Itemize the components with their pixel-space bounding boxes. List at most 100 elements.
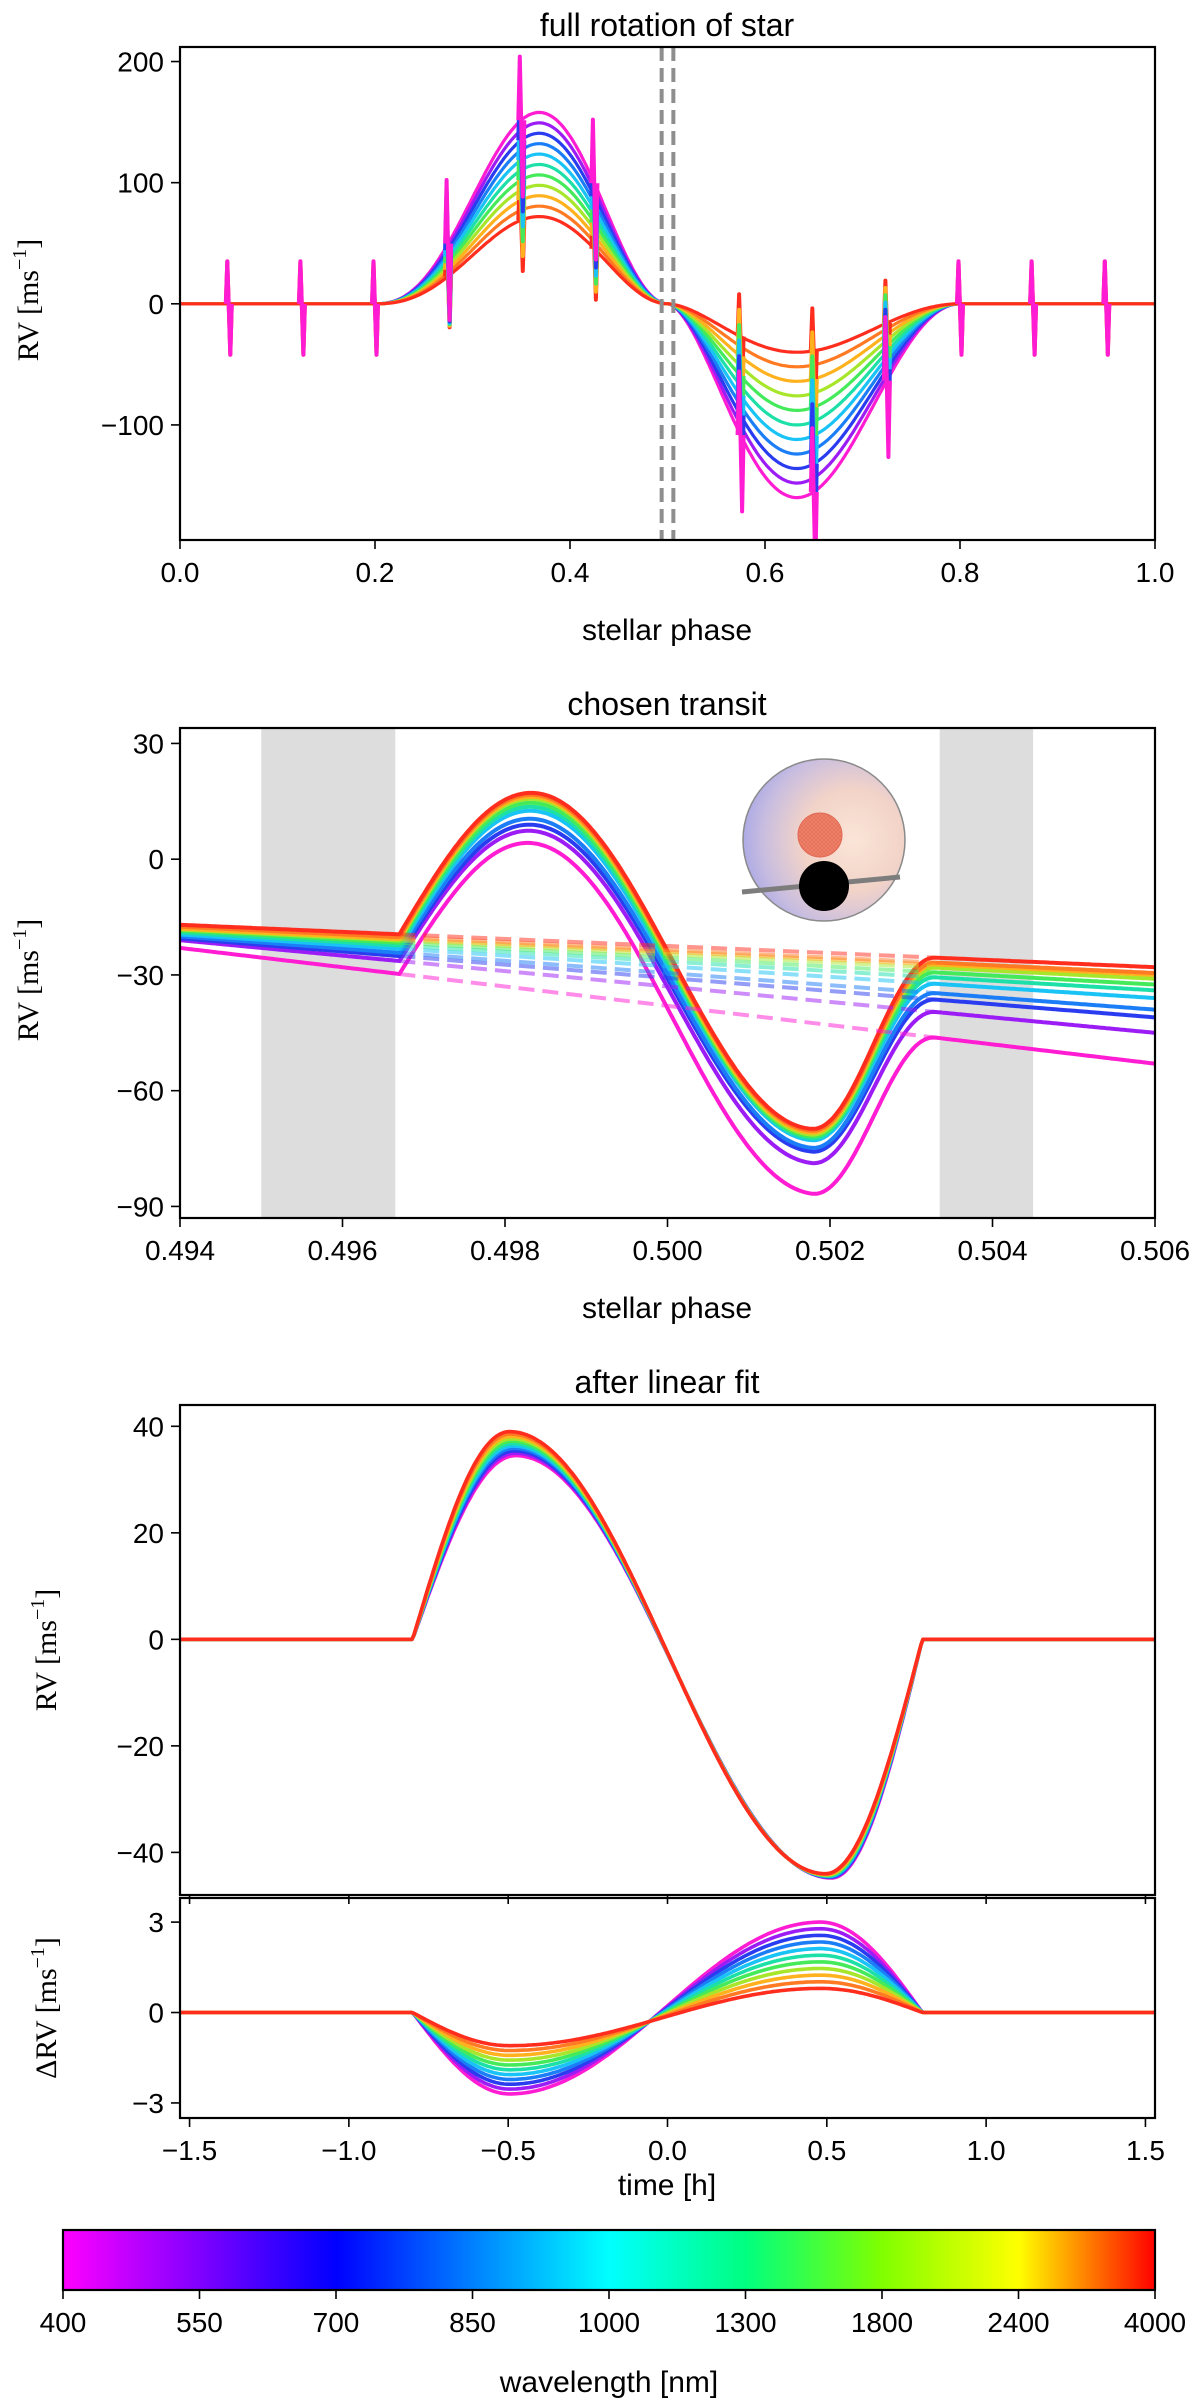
transit-spike-8	[881, 315, 892, 459]
star-illustration	[741, 758, 906, 922]
chosen-transit-x-ticks: 0.494 0.496 0.498 0.500 0.502 0.504 0.506	[145, 1218, 1190, 1266]
colorbar-tick-label: 700	[313, 2307, 360, 2338]
transit-spike-3	[443, 178, 454, 322]
y-tick-label: −90	[117, 1191, 165, 1222]
x-tick-label: 0.2	[356, 557, 395, 588]
after-linear-fit-x-tick-marks	[188, 1895, 1147, 1904]
full-rotation-title: full rotation of star	[540, 7, 795, 43]
y-tick-label: 30	[133, 728, 164, 759]
x-tick-label: 0.0	[648, 2135, 687, 2166]
transit-spike-10	[1028, 259, 1039, 357]
linear-fit-1600	[399, 940, 936, 975]
colorbar-tick-label: 4000	[1124, 2307, 1186, 2338]
chosen-transit-y-ticks: −90 −60 −30 0 30	[117, 728, 180, 1222]
transit-spike-0	[223, 259, 234, 357]
fit-curve-3	[180, 1446, 1155, 1879]
colorbar-label: wavelength [nm]	[499, 2366, 718, 2399]
x-tick-label: 0.504	[957, 1235, 1027, 1266]
wavelength-colorbar: 400 550 700 850 1000 1300 1800 2400 4000 wavelen…	[40, 2228, 1186, 2399]
after-linear-fit-y-label: RV [ms−1]	[27, 1589, 63, 1712]
residuals-panel: −1.5 −1.0 −0.5 0.0 0.5 1.0 1.5 −3 0 3 time [h] Δ…	[27, 1896, 1165, 2202]
transit-spike-4	[516, 54, 527, 199]
y-tick-label: −30	[117, 960, 165, 991]
x-tick-label: 0.506	[1120, 1235, 1190, 1266]
fit-curve-10	[180, 1429, 1155, 1876]
y-tick-label: 40	[133, 1411, 164, 1442]
fit-curve-2	[180, 1449, 1155, 1879]
full-rotation-y-label: RV [ms−1]	[9, 239, 45, 362]
residuals-x-label: time [h]	[618, 2169, 716, 2202]
x-tick-label: 1.0	[1136, 557, 1175, 588]
colorbar-tick-label: 1800	[851, 2307, 913, 2338]
full-rotation-series	[180, 54, 1155, 540]
chosen-transit-x-label: stellar phase	[582, 1292, 752, 1325]
y-tick-label: −3	[132, 2088, 164, 2119]
rotation-curve-3	[180, 142, 1155, 456]
linear-fit-4000	[399, 932, 936, 960]
x-tick-label: 1.5	[1126, 2135, 1165, 2166]
x-tick-label: 0.6	[746, 557, 785, 588]
linear-fit-700	[399, 954, 936, 1002]
colorbar-tick-label: 850	[449, 2307, 496, 2338]
rotation-curve-8	[180, 194, 1155, 383]
y-tick-label: 200	[117, 47, 164, 78]
residual-curve-10	[180, 1986, 1155, 2048]
colorbar-tick-label: 1000	[578, 2307, 640, 2338]
full-rotation-y-ticks: −100 0 100 200	[101, 47, 180, 441]
full-rotation-x-label: stellar phase	[582, 614, 752, 647]
transit-spike-11	[1101, 259, 1112, 357]
linear-fit-400	[399, 971, 936, 1040]
rotation-curve-9	[180, 204, 1155, 369]
x-tick-label: 0.500	[632, 1235, 702, 1266]
y-tick-label: 20	[133, 1518, 164, 1549]
y-tick-label: −60	[117, 1076, 165, 1107]
rotation-curve-4	[180, 152, 1155, 442]
transit-spike-5	[589, 117, 600, 262]
residuals-y-ticks: −3 0 3	[132, 1907, 180, 2119]
y-tick-label: −20	[117, 1731, 165, 1762]
residuals-x-ticks: −1.5 −1.0 −0.5 0.0 0.5 1.0 1.5	[162, 2118, 1165, 2166]
full-rotation-axes	[178, 45, 1157, 542]
chosen-transit-panel: chosen transit 0.494 0.496 0.498 0.500 0.502…	[9, 686, 1190, 1325]
rotation-curve-5	[180, 162, 1155, 427]
rotation-curve-10	[180, 215, 1155, 354]
transit-spike-1	[296, 259, 307, 357]
x-tick-label: 1.0	[967, 2135, 1006, 2166]
linear-fit-550	[399, 959, 936, 1014]
fit-curve-4	[180, 1444, 1155, 1879]
transit-spike-7	[808, 426, 819, 540]
colorbar-ticks: 400 550 700 850 1000 1300 1800 2400 4000	[40, 2290, 1186, 2338]
transit-spike-9	[955, 259, 965, 357]
x-tick-label: 0.498	[470, 1235, 540, 1266]
after-linear-fit-y-ticks: −40 −20 0 20 40	[117, 1411, 180, 1868]
colorbar-tick-label: 400	[40, 2307, 87, 2338]
colorbar-tick-label: 1300	[714, 2307, 776, 2338]
after-linear-fit-panel: after linear fit −40 −20 0 20 40 RV [ms−1]	[27, 1364, 1157, 1904]
linear-fit-850	[399, 950, 936, 996]
linear-fit-dashed-lines	[399, 932, 936, 1040]
y-tick-label: 0	[148, 289, 164, 320]
linear-fit-1800	[399, 938, 936, 970]
full-rotation-x-ticks: 0.0 0.2 0.4 0.6 0.8 1.0	[161, 540, 1175, 588]
chosen-transit-title: chosen transit	[567, 686, 766, 722]
colorbar-tick-label: 2400	[987, 2307, 1049, 2338]
x-tick-label: 0.0	[161, 557, 200, 588]
x-tick-label: 0.494	[145, 1235, 215, 1266]
colorbar-gradient	[61, 2228, 1157, 2292]
x-tick-label: −1.5	[162, 2135, 217, 2166]
linear-fit-1300	[399, 943, 936, 980]
x-tick-label: −0.5	[481, 2135, 536, 2166]
transit-spike-2	[370, 259, 380, 357]
y-tick-label: 3	[148, 1907, 164, 1938]
fit-curve-1	[180, 1451, 1155, 1880]
y-tick-label: −40	[117, 1837, 165, 1868]
y-tick-label: −100	[101, 410, 164, 441]
rotation-curve-7	[180, 183, 1155, 398]
x-tick-label: 0.502	[795, 1235, 865, 1266]
x-tick-label: 0.8	[941, 557, 980, 588]
after-linear-fit-series	[180, 1429, 1155, 1880]
y-tick-label: 0	[148, 1624, 164, 1655]
x-tick-label: 0.4	[551, 557, 590, 588]
y-tick-label: 0	[148, 844, 164, 875]
